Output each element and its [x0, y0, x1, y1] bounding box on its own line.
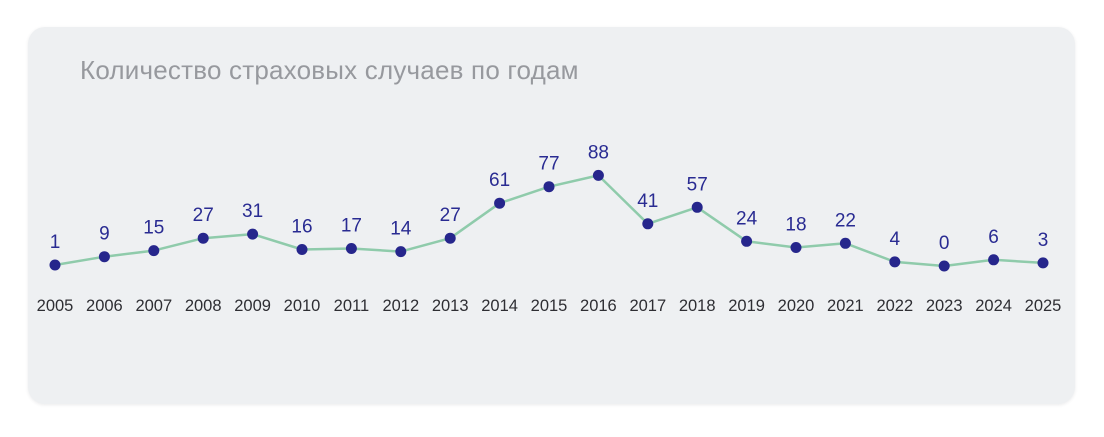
- value-label: 17: [341, 216, 362, 237]
- data-point: [395, 246, 407, 258]
- value-label: 88: [588, 142, 609, 163]
- data-point: [543, 181, 555, 193]
- value-label: 6: [988, 227, 999, 248]
- data-point: [839, 237, 851, 249]
- data-point: [444, 232, 456, 244]
- x-tick-label: 2006: [86, 297, 123, 315]
- data-point: [494, 197, 506, 209]
- data-point: [49, 259, 61, 271]
- x-tick-label: 2011: [334, 297, 369, 315]
- value-label: 4: [890, 229, 901, 250]
- data-point: [247, 228, 259, 240]
- chart-title: Количество страховых случаев по годам: [80, 55, 579, 85]
- x-tick-label: 2023: [926, 297, 963, 315]
- x-tick-label: 2012: [382, 297, 419, 315]
- value-label: 27: [440, 205, 461, 226]
- value-label: 16: [291, 217, 312, 238]
- value-label: 18: [785, 215, 806, 236]
- value-label: 24: [736, 208, 758, 229]
- x-tick-label: 2016: [580, 297, 617, 315]
- data-point: [889, 256, 901, 268]
- value-label: 31: [242, 201, 263, 222]
- x-tick-label: 2010: [284, 297, 321, 315]
- value-label: 3: [1038, 230, 1049, 251]
- line-chart: 1 2005 9 2006 15 2007 27 2008 31 2009 16 2010 17 2011…: [37, 142, 1062, 315]
- value-label: 41: [637, 191, 658, 212]
- x-tick-label: 2022: [876, 297, 913, 315]
- data-point: [592, 169, 604, 181]
- value-label: 1: [50, 232, 61, 253]
- x-tick-label: 2014: [481, 297, 518, 315]
- value-label: 9: [99, 224, 110, 245]
- data-point: [345, 243, 357, 254]
- x-tick-label: 2015: [531, 297, 568, 315]
- x-tick-label: 2018: [679, 297, 716, 315]
- data-point: [741, 235, 753, 247]
- x-tick-label: 2017: [629, 297, 666, 315]
- x-tick-label: 2013: [432, 297, 469, 315]
- data-point: [642, 218, 654, 230]
- x-tick-label: 2007: [135, 297, 172, 315]
- value-label: 14: [390, 219, 412, 240]
- x-tick-label: 2019: [728, 297, 765, 315]
- data-point: [790, 242, 802, 253]
- data-point: [938, 260, 950, 272]
- x-tick-label: 2025: [1025, 297, 1062, 315]
- data-point: [691, 201, 703, 213]
- x-tick-label: 2009: [234, 297, 271, 315]
- data-point: [1037, 257, 1049, 269]
- data-point: [296, 244, 308, 255]
- x-tick-label: 2020: [778, 297, 815, 315]
- x-tick-label: 2021: [827, 297, 864, 315]
- x-tick-label: 2024: [975, 297, 1012, 315]
- x-tick-label: 2008: [185, 297, 222, 315]
- value-label: 15: [143, 218, 164, 239]
- data-point: [98, 251, 110, 263]
- value-label: 27: [193, 205, 214, 226]
- value-label: 77: [538, 154, 559, 175]
- value-label: 61: [489, 170, 510, 191]
- value-label: 57: [687, 174, 708, 195]
- x-tick-label: 2005: [37, 297, 74, 315]
- data-point: [197, 232, 209, 244]
- data-point: [148, 245, 160, 257]
- value-label: 22: [835, 210, 856, 231]
- value-label: 0: [939, 233, 950, 254]
- data-point: [988, 254, 1000, 266]
- chart-card: Количество страховых случаев по годам 1 2…: [28, 27, 1075, 404]
